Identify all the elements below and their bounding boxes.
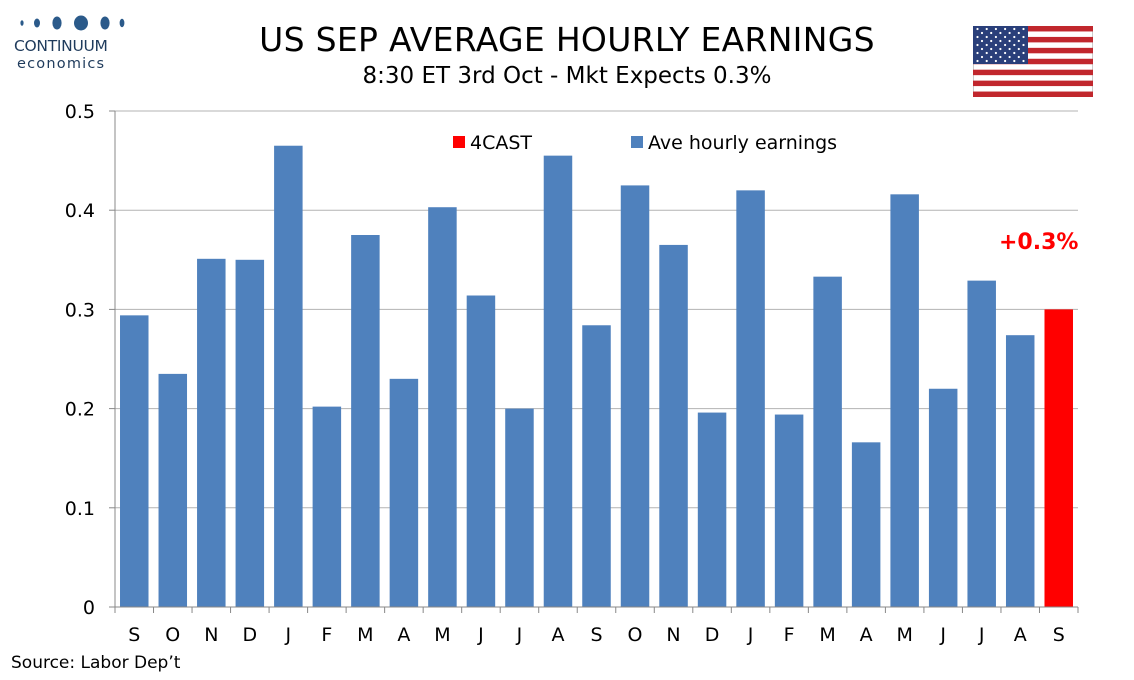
earnings-bar xyxy=(235,259,265,607)
earnings-bar xyxy=(774,414,804,607)
earnings-bar xyxy=(466,295,496,607)
forecast-bar xyxy=(1044,309,1073,607)
x-tick-label: M xyxy=(357,624,373,646)
earnings-bar xyxy=(851,442,881,607)
x-tick-label: F xyxy=(784,624,795,646)
earnings-bar xyxy=(197,258,226,607)
legend-label: 4CAST xyxy=(470,132,532,154)
source-note: Source: Labor Dep’t xyxy=(11,653,181,673)
logo-dots-icon xyxy=(20,15,125,31)
x-tick-label: N xyxy=(204,624,218,646)
legend-label: Ave hourly earnings xyxy=(648,132,837,154)
x-tick-label: J xyxy=(285,624,292,646)
earnings-bar xyxy=(312,406,342,607)
logo-name: CONTINUUM xyxy=(14,37,108,55)
earnings-bar xyxy=(697,412,727,607)
annotations: +0.3% xyxy=(999,230,1078,255)
axes xyxy=(114,111,1078,608)
x-tick-label: F xyxy=(321,624,332,646)
x-tick-label: D xyxy=(705,624,720,646)
earnings-bar xyxy=(389,378,419,607)
x-tick-label: A xyxy=(1014,624,1027,646)
earnings-bar xyxy=(928,388,958,607)
earnings-bar xyxy=(543,155,573,607)
y-tick-label: 0.1 xyxy=(65,498,95,520)
y-tick-label: 0.4 xyxy=(65,200,95,222)
forecast-annotation: +0.3% xyxy=(999,230,1078,255)
earnings-bar xyxy=(428,207,457,607)
legend: 4CAST Ave hourly earnings xyxy=(453,132,837,154)
x-tick-label: S xyxy=(1053,624,1065,646)
x-tick-label: N xyxy=(666,624,680,646)
continuum-logo: CONTINUUM economics xyxy=(8,14,138,76)
earnings-bar xyxy=(582,325,611,607)
bars xyxy=(120,145,1073,608)
y-tick-label: 0.2 xyxy=(65,399,95,421)
x-tick-label: J xyxy=(939,624,946,646)
earnings-bar xyxy=(158,373,188,607)
x-tick-label: M xyxy=(434,624,450,646)
x-tick-label: O xyxy=(628,624,643,646)
x-tick-label: J xyxy=(747,624,754,646)
x-tick-label: D xyxy=(242,624,257,646)
earnings-bar xyxy=(890,194,919,607)
earnings-bar xyxy=(659,244,688,608)
y-tick-label: 0 xyxy=(83,597,95,619)
x-tick-label: M xyxy=(819,624,835,646)
logo-subname: economics xyxy=(17,56,106,72)
earnings-bar xyxy=(120,315,149,607)
legend-swatch xyxy=(631,136,643,148)
x-tick-label: S xyxy=(590,624,602,646)
x-tick-label: S xyxy=(128,624,140,646)
earnings-bar xyxy=(620,185,650,607)
x-tick-label: J xyxy=(978,624,985,646)
earnings-bar xyxy=(1005,335,1035,607)
earnings-bar xyxy=(736,190,765,608)
earnings-bar xyxy=(274,145,303,607)
y-tick-label: 0.5 xyxy=(65,101,95,123)
x-tick-label: O xyxy=(165,624,180,646)
chart-subtitle: 8:30 ET 3rd Oct - Mkt Expects 0.3% xyxy=(362,63,772,89)
earnings-bar xyxy=(813,276,842,607)
x-tick-label: A xyxy=(860,624,873,646)
legend-swatch xyxy=(453,136,465,148)
x-tick-label: M xyxy=(896,624,912,646)
x-tick-label: J xyxy=(516,624,523,646)
us-flag-icon xyxy=(973,26,1093,97)
y-axis-ticks: 0 0.1 0.2 0.3 0.4 0.5 xyxy=(65,101,115,619)
earnings-bar xyxy=(967,280,996,607)
earnings-bar xyxy=(351,235,380,607)
x-tick-label: J xyxy=(477,624,484,646)
x-tick-label: A xyxy=(397,624,410,646)
earnings-bar xyxy=(505,408,534,607)
x-tick-label: A xyxy=(551,624,564,646)
chart-title: US SEP AVERAGE HOURLY EARNINGS xyxy=(259,20,875,59)
y-tick-label: 0.3 xyxy=(65,299,95,321)
